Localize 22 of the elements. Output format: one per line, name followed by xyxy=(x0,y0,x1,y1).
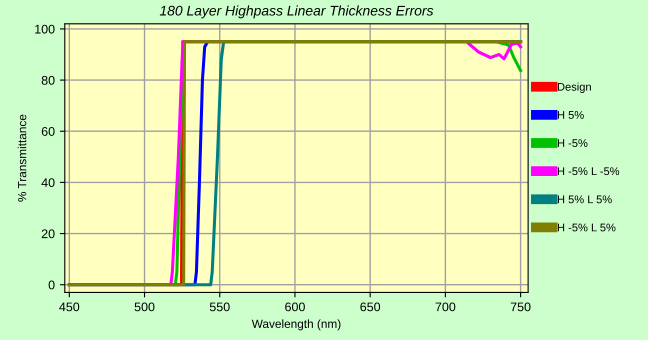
x-axis-title: Wavelength (nm) xyxy=(252,319,340,330)
legend-label: H -5% xyxy=(558,139,588,148)
legend-label: H 5% xyxy=(558,111,584,119)
y-tick-label: 20 xyxy=(42,229,55,238)
x-tick-label: 500 xyxy=(134,302,154,312)
legend-label: H 5% L 5% xyxy=(558,195,612,204)
x-tick-label: 600 xyxy=(285,302,305,312)
legend-label: H -5% L 5% xyxy=(558,224,616,232)
x-tick-label: 700 xyxy=(436,302,456,312)
y-tick-label: 40 xyxy=(41,178,55,188)
x-tick-label: 550 xyxy=(210,302,230,312)
legend-label: H -5% L -5% xyxy=(558,167,620,176)
y-tick-label: 0 xyxy=(48,280,55,290)
x-tick-label: 450 xyxy=(59,302,80,312)
y-tick-label: 100 xyxy=(35,24,55,34)
y-axis-title: % Transmittance xyxy=(18,114,26,202)
chart-title: 180 Layer Highpass Linear Thickness Errors xyxy=(160,5,434,18)
x-tick-label: 750 xyxy=(510,302,531,312)
x-tick-label: 650 xyxy=(360,302,380,312)
y-tick-label: 60 xyxy=(42,127,55,136)
y-tick-label: 80 xyxy=(42,76,55,85)
legend-label: Design xyxy=(558,82,591,93)
